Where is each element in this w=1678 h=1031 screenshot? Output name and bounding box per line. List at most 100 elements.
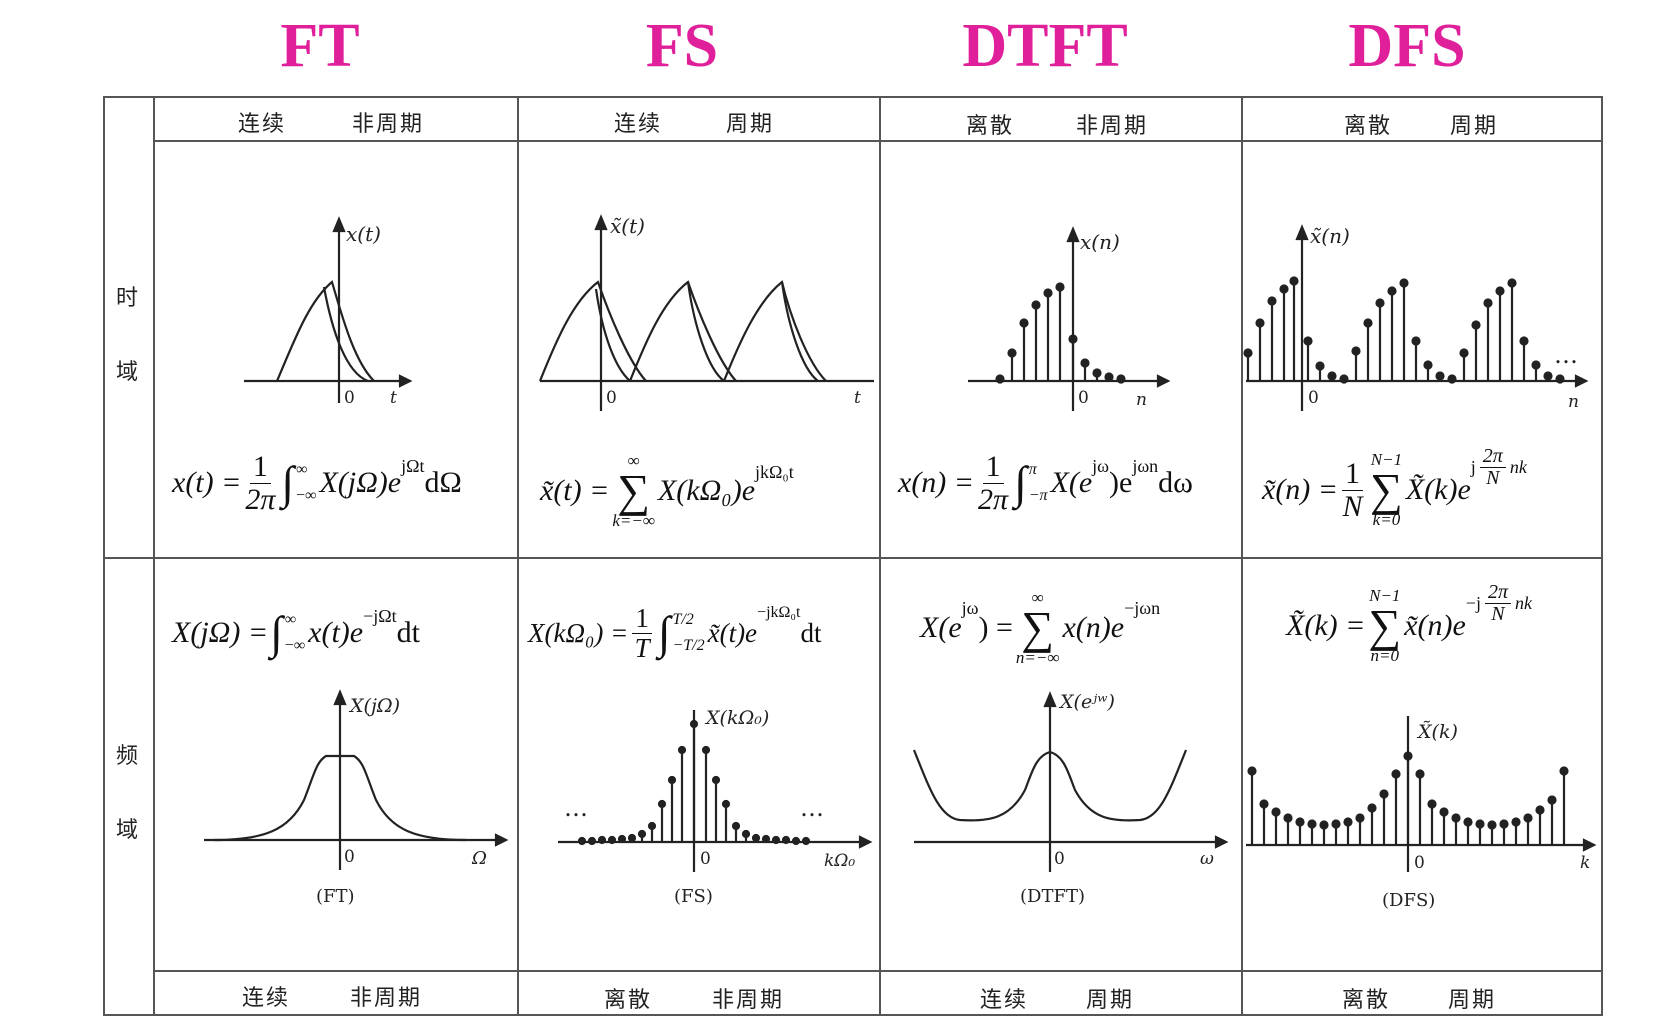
time-label-fs-a: 连续 (614, 112, 663, 137)
dtft-freq-lhs-exp: jω (961, 598, 979, 618)
formula-dfs-freq: X̃(k) = N−1 ∑ n=0 x̃(n)e −j 2π N nk (1286, 581, 1532, 665)
time-plot-dtft: x(n) 0 n (968, 226, 1171, 411)
freq-fs-ylabel: X(kΩ₀) (704, 707, 769, 729)
formula-dtft-freq: X(e jω) = ∞ ∑ n=−∞ x(n)e −jωn (920, 588, 1161, 667)
dtft-freq-exp: −jωn (1124, 598, 1161, 618)
ft-freq-body: x(t)e (308, 616, 364, 649)
dtft-freq-body: x(n)e (1062, 611, 1125, 644)
ft-time-den: 2π (245, 482, 276, 516)
freq-dfs-origin: 0 (1414, 853, 1425, 873)
dtft-time-num: 1 (982, 451, 1004, 484)
dfs-time-exp-den: N (1486, 467, 1500, 489)
time-dfs-xlabel: n (1568, 392, 1579, 412)
time-fs-origin: 0 (606, 388, 617, 408)
fs-freq-lim-bot: −T/2 (672, 637, 705, 654)
dfs-freq-sum-bot: n=0 (1370, 645, 1400, 665)
time-label-fs-b: 周期 (726, 112, 775, 137)
freq-label-ft-b: 非周期 (350, 986, 423, 1011)
freq-plot-fs: X(kΩ₀) 0 kΩ₀ (FS) … … (558, 707, 873, 907)
time-dtft-xlabel: n (1136, 390, 1147, 410)
dfs-time-body: X̃(k)e (1405, 473, 1471, 506)
ft-freq-exp: −jΩt (363, 606, 397, 626)
formula-ft-freq: X(jΩ) = ∫ ∞ −∞ x(t)e −jΩt dt (172, 606, 420, 658)
header-dtft: DTFT (962, 12, 1128, 80)
fs-freq-body: x̃(t)e (707, 617, 758, 648)
ft-freq-lim-bot: −∞ (284, 637, 306, 654)
dfs-time-lhs: x̃(n) = (1262, 473, 1339, 506)
freq-dfs-caption: (DFS) (1382, 890, 1435, 911)
dtft-time-body2: )e (1109, 466, 1133, 499)
freq-fs-dots-right: … (800, 794, 824, 822)
time-dfs-ylabel: x̃(n) (1310, 224, 1350, 248)
freq-label-dfs-a: 离散 (1342, 988, 1391, 1013)
freq-dfs-ylabel: X̃(k) (1416, 721, 1458, 743)
ft-time-body: X(jΩ)e (319, 466, 402, 499)
dfs-time-exp: j (1470, 457, 1476, 477)
freq-dtft-origin: 0 (1054, 849, 1065, 869)
dfs-freq-exp-den: N (1491, 603, 1505, 625)
time-dfs-origin: 0 (1308, 388, 1319, 408)
dfs-freq-exp-num: 2π (1484, 582, 1511, 604)
dfs-time-exp-tail: nk (1509, 457, 1527, 477)
ft-time-exp: jΩt (401, 456, 425, 476)
fs-time-sum-bot: k=−∞ (612, 510, 655, 530)
freq-dtft-caption: (DTFT) (1020, 886, 1085, 907)
time-plot-fs: x̃(t) 0 t (538, 214, 874, 411)
time-dtft-origin: 0 (1078, 388, 1089, 408)
freq-fs-dots-left: … (564, 794, 588, 822)
time-plot-dfs: x̃(n) 0 n … (1243, 224, 1589, 412)
side-label-time-1: 时 (116, 286, 139, 311)
freq-fs-origin: 0 (700, 849, 711, 869)
freq-fs-xlabel: kΩ₀ (824, 851, 855, 871)
dtft-freq-lhs-tail: ) = (978, 611, 1013, 644)
freq-label-dtft-b: 周期 (1086, 988, 1135, 1013)
time-label-dtft-b: 非周期 (1076, 114, 1149, 139)
freq-label-fs-a: 离散 (604, 988, 653, 1013)
fs-time-lhs: x̃(t) = (540, 474, 610, 507)
fs-freq-lim-top: T/2 (672, 611, 694, 629)
dfs-time-den: N (1342, 489, 1363, 523)
formula-dtft-time: x(n) = 1 2π ∫ π −π X(e jω)e jωn dω (898, 450, 1193, 516)
time-dtft-ylabel: x(n) (1080, 230, 1120, 254)
fs-freq-den: T (634, 632, 650, 663)
dfs-freq-exp-tail: nk (1514, 593, 1532, 613)
freq-ft-origin: 0 (344, 847, 355, 867)
time-fs-xlabel: t (854, 388, 861, 408)
time-label-dfs-b: 周期 (1450, 114, 1499, 139)
freq-ft-caption: (FT) (316, 886, 355, 907)
freq-plot-dfs: X̃(k) 0 k (DFS) (1246, 716, 1597, 911)
time-plot-ft: x(t) 0 t (244, 216, 413, 408)
time-label-ft-b: 非周期 (352, 112, 425, 137)
dtft-time-lim-bot: −π (1028, 487, 1048, 504)
ft-freq-lim-top: ∞ (284, 611, 297, 629)
dtft-time-tail: dω (1158, 466, 1193, 499)
dtft-freq-sum-top: ∞ (1031, 588, 1044, 608)
time-ft-origin: 0 (344, 388, 355, 408)
side-label-time-2: 域 (116, 360, 139, 385)
fs-freq-exp: −jkΩ₀t (757, 604, 801, 621)
time-label-ft-a: 连续 (238, 112, 287, 137)
freq-dtft-xlabel: ω (1200, 849, 1214, 869)
dtft-time-den: 2π (978, 482, 1009, 516)
fs-freq-num: 1 (632, 604, 652, 634)
side-label-freq-1: 频 (116, 744, 139, 769)
ft-time-lim-bot: −∞ (296, 487, 317, 504)
formula-fs-time: x̃(t) = ∞ ∑ k=−∞ X(kΩ₀)e jkΩ₀t (540, 451, 794, 530)
dfs-time-num: 1 (1342, 458, 1364, 491)
ft-freq-tail: dt (396, 616, 420, 649)
dtft-time-body: X(e (1050, 466, 1093, 499)
dtft-time-exp2: jωn (1132, 456, 1159, 476)
freq-label-fs-b: 非周期 (712, 988, 785, 1013)
fs-time-body: X(kΩ₀)e (657, 474, 756, 507)
freq-fs-caption: (FS) (674, 886, 713, 907)
dtft-time-lim-top: π (1028, 461, 1037, 479)
time-label-dfs-a: 离散 (1344, 114, 1393, 139)
freq-dtft-ylabel: X(eʲʷ) (1058, 691, 1115, 713)
dfs-time-sum-top: N−1 (1370, 450, 1403, 470)
freq-ft-xlabel: Ω (471, 848, 487, 869)
formula-ft-time: x(t) = 1 2π ∫ ∞ −∞ X(jΩ)e jΩt dΩ (172, 450, 462, 516)
fs-time-exp: jkΩ₀t (755, 462, 794, 482)
